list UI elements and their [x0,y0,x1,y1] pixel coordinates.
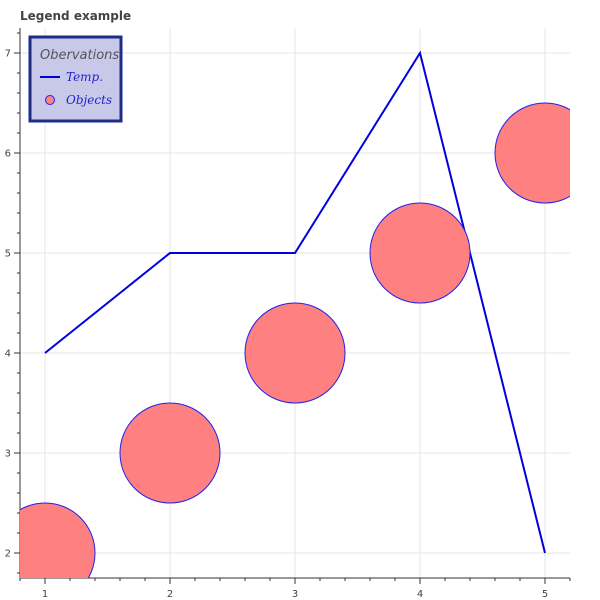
line-layer [44,50,546,554]
legend-label-temp: Temp. [66,70,103,84]
scatter-point [494,102,570,204]
y-tick-label: 5 [5,249,11,260]
scatter-point [369,202,471,304]
scatter-layer [20,102,570,578]
axis-layer: 1 2 3 4 5 2 3 4 5 6 7 [5,28,571,600]
y-tick-label: 4 [5,349,11,360]
y-tick-label: 7 [5,49,11,60]
legend-title: Obervations [40,48,119,63]
scatter-point [244,302,346,404]
x-tick-label: 4 [417,589,423,600]
scatter-point [119,402,221,504]
y-tick-label: 2 [5,549,11,560]
x-tick-label: 3 [292,589,298,600]
legend-label-objects: Objects [66,93,112,107]
legend-box [28,35,123,123]
legend: Obervations Temp. Objects [28,35,123,123]
plot-area [20,50,570,578]
series-line-temp [44,50,546,554]
x-tick-label: 1 [42,589,48,600]
x-tick-label: 5 [542,589,548,600]
chart-title: Legend example [20,9,131,23]
x-tick-label: 2 [167,589,173,600]
scatter-point [20,502,96,578]
y-tick-label: 6 [5,149,11,160]
y-tick-label: 3 [5,449,11,460]
legend-circle-swatch [45,95,55,105]
